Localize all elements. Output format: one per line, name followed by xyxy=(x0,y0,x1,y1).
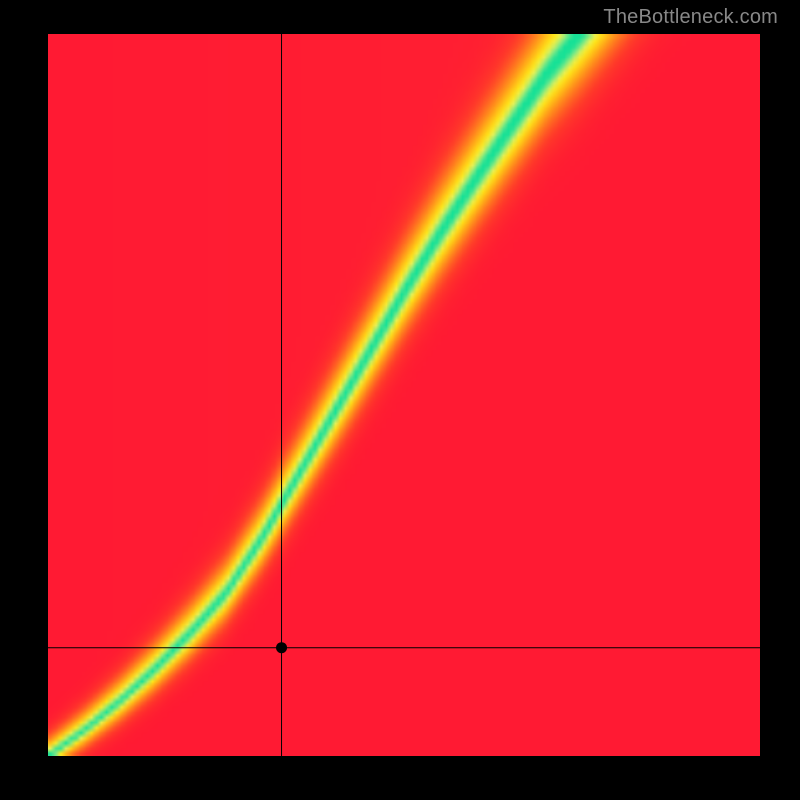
heatmap-canvas xyxy=(48,34,760,756)
bottleneck-heatmap xyxy=(48,34,760,756)
watermark-text: TheBottleneck.com xyxy=(603,6,778,29)
